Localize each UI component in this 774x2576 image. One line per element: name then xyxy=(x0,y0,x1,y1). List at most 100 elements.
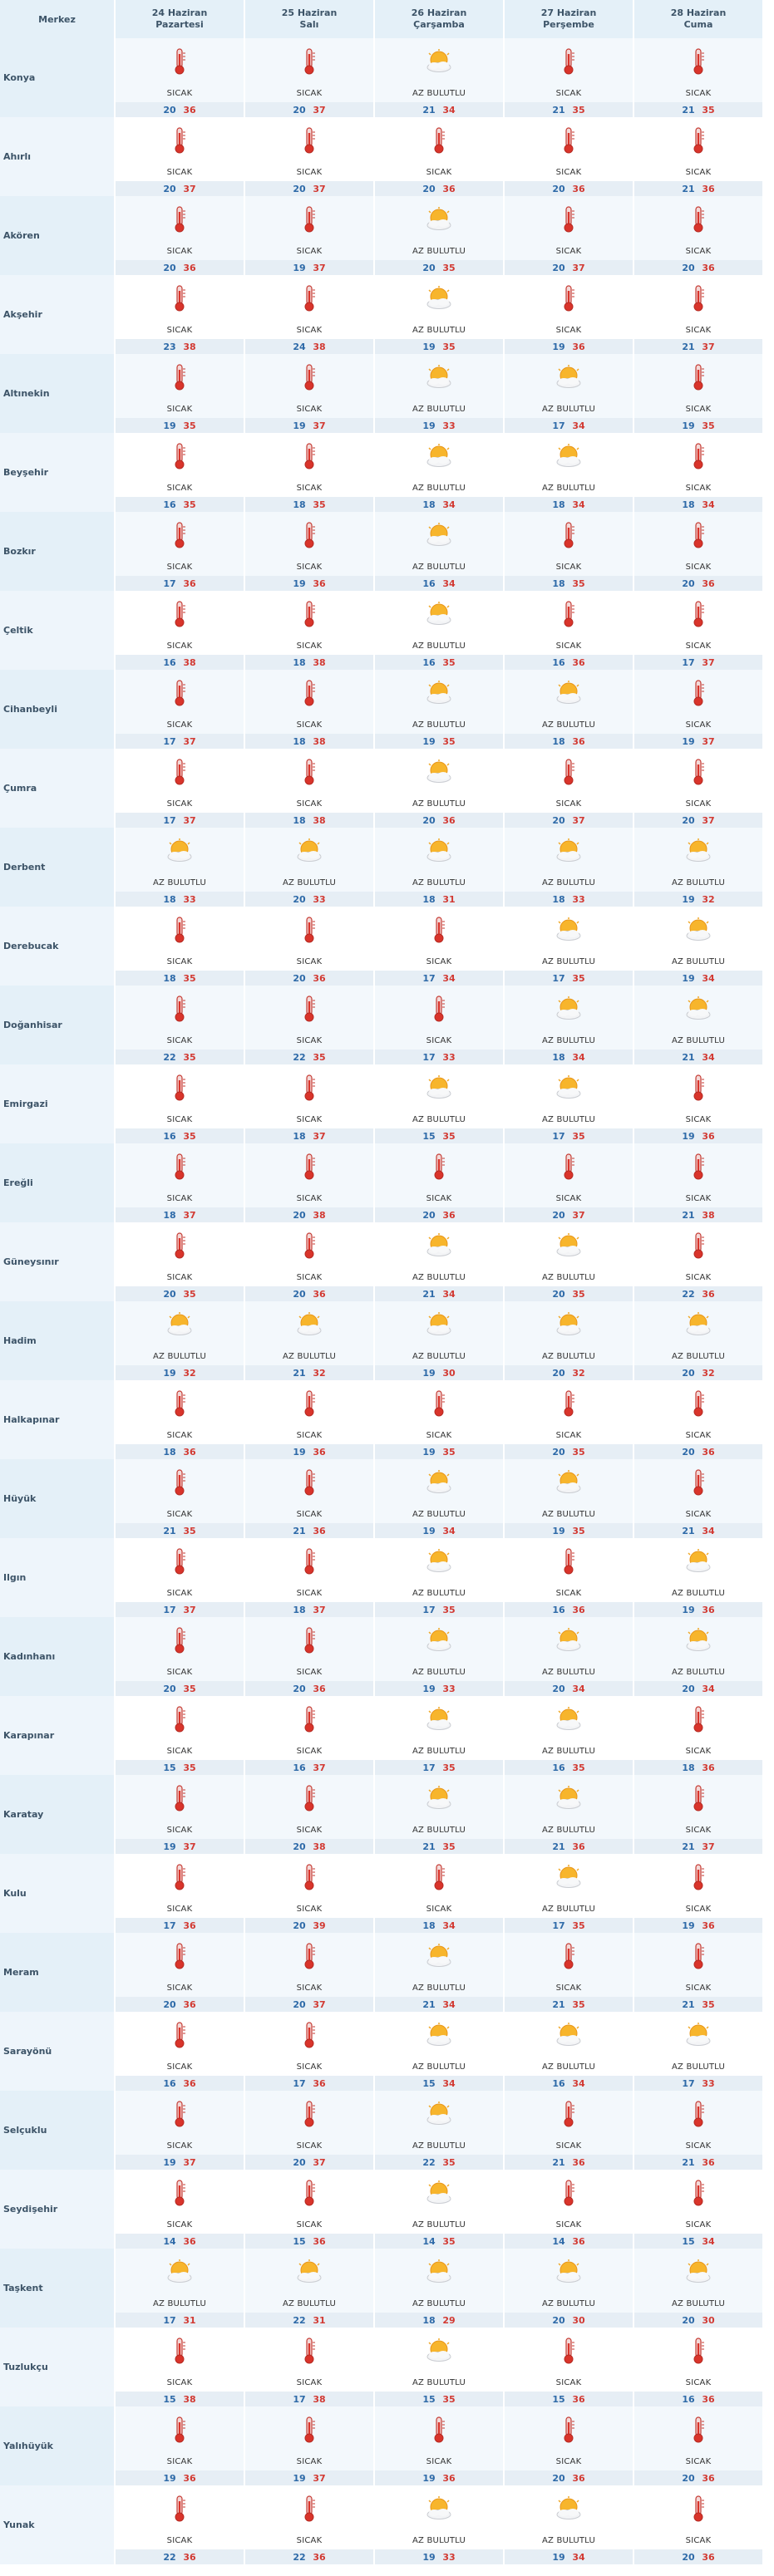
condition-label: SICAK xyxy=(505,795,633,813)
city-name: Hadim xyxy=(0,1301,114,1380)
temperature-range: 19 30 xyxy=(375,1365,503,1380)
thermometer-hot-icon xyxy=(560,2179,578,2207)
min-temperature: 15 xyxy=(682,2235,695,2247)
temperature-range: 17 36 xyxy=(116,576,244,591)
max-temperature: 34 xyxy=(442,2077,456,2089)
max-temperature: 35 xyxy=(442,2393,456,2405)
thermometer-hot-icon xyxy=(300,1547,318,1576)
partly-cloudy-sun-icon xyxy=(425,602,453,627)
forecast-cell: SICAK 20 37 xyxy=(503,1143,633,1222)
max-temperature: 34 xyxy=(702,499,715,510)
max-temperature: 36 xyxy=(702,183,715,194)
min-temperature: 17 xyxy=(422,1604,436,1615)
min-temperature: 19 xyxy=(293,420,306,431)
forecast-cell: SICAK 19 36 xyxy=(244,512,373,591)
forecast-cell: AZ BULUTLU 22 31 xyxy=(244,2249,373,2328)
forecast-cell: AZ BULUTLU 20 35 xyxy=(373,196,503,275)
header-day: 26 Haziran Çarşamba xyxy=(373,0,503,38)
condition-label: AZ BULUTLU xyxy=(375,2216,503,2234)
temperature-range: 19 36 xyxy=(634,1128,762,1143)
thermometer-hot-icon xyxy=(300,284,318,312)
condition-label: SICAK xyxy=(505,85,633,102)
condition-label: SICAK xyxy=(245,1190,373,1207)
forecast-cell: SICAK 20 37 xyxy=(244,1933,373,2012)
condition-label: SICAK xyxy=(116,322,244,339)
min-temperature: 17 xyxy=(682,2077,695,2089)
forecast-cell: SICAK 24 38 xyxy=(244,275,373,354)
max-temperature: 36 xyxy=(702,1762,715,1773)
temperature-range: 18 38 xyxy=(245,813,373,828)
temperature-range: 20 37 xyxy=(505,813,633,828)
condition-label: SICAK xyxy=(245,953,373,971)
forecast-cell: SICAK 19 37 xyxy=(114,1775,244,1854)
condition-label: SICAK xyxy=(116,1900,244,1918)
min-temperature: 19 xyxy=(163,420,176,431)
condition-label: AZ BULUTLU xyxy=(505,2295,633,2313)
forecast-cell: SICAK 19 37 xyxy=(244,2406,373,2485)
max-temperature: 33 xyxy=(313,893,326,905)
max-temperature: 29 xyxy=(442,2314,456,2326)
condition-label: SICAK xyxy=(634,1821,762,1839)
min-temperature: 18 xyxy=(163,1209,176,1221)
thermometer-hot-icon xyxy=(560,47,578,76)
max-temperature: 35 xyxy=(313,499,326,510)
header-merkez: Merkez xyxy=(0,0,114,38)
city-name: Akşehir xyxy=(0,275,114,354)
max-temperature: 35 xyxy=(442,262,456,273)
thermometer-hot-icon xyxy=(170,1468,189,1497)
forecast-cell: SICAK 20 38 xyxy=(244,1143,373,1222)
forecast-cell: SICAK 21 36 xyxy=(633,117,762,196)
thermometer-hot-icon xyxy=(689,1942,707,1970)
forecast-cell: AZ BULUTLU 20 30 xyxy=(633,2249,762,2328)
min-temperature: 20 xyxy=(682,814,695,826)
condition-label: AZ BULUTLU xyxy=(505,1032,633,1050)
min-temperature: 19 xyxy=(293,262,306,273)
forecast-cell: AZ BULUTLU 22 35 xyxy=(373,2091,503,2170)
thermometer-hot-icon xyxy=(300,2416,318,2444)
condition-label: AZ BULUTLU xyxy=(634,2295,762,2313)
forecast-cell: SICAK 20 36 xyxy=(114,1933,244,2012)
forecast-cell: SICAK 20 37 xyxy=(114,117,244,196)
table-row: Derebucak SICAK 18 35 SICAK 20 36 SICAK 17 34 AZ B… xyxy=(0,907,774,986)
min-temperature: 21 xyxy=(682,1051,695,1063)
thermometer-hot-icon xyxy=(170,2416,189,2444)
temperature-range: 17 35 xyxy=(375,1760,503,1775)
temperature-range: 19 36 xyxy=(245,1444,373,1459)
condition-label: SICAK xyxy=(505,1190,633,1207)
min-temperature: 16 xyxy=(422,656,436,668)
condition-label: SICAK xyxy=(505,1427,633,1444)
temperature-range: 19 37 xyxy=(116,1839,244,1854)
partly-cloudy-sun-icon xyxy=(555,917,583,942)
min-temperature: 15 xyxy=(163,1762,176,1773)
condition-label: AZ BULUTLU xyxy=(375,1743,503,1760)
city-name: Doğanhisar xyxy=(0,986,114,1064)
table-header: Merkez 24 Haziran Pazartesi 25 Haziran S… xyxy=(0,0,774,38)
partly-cloudy-sun-icon xyxy=(425,760,453,784)
min-temperature: 16 xyxy=(552,1762,565,1773)
condition-label: SICAK xyxy=(116,558,244,576)
max-temperature: 38 xyxy=(313,1209,326,1221)
thermometer-hot-icon xyxy=(300,442,318,470)
min-temperature: 20 xyxy=(552,262,565,273)
min-temperature: 19 xyxy=(682,893,695,905)
forecast-cell: SICAK 20 37 xyxy=(244,2091,373,2170)
min-temperature: 20 xyxy=(163,183,176,194)
temperature-range: 24 38 xyxy=(245,339,373,354)
temperature-range: 15 36 xyxy=(505,2392,633,2406)
min-temperature: 24 xyxy=(293,341,306,352)
min-temperature: 19 xyxy=(552,341,565,352)
temperature-range: 19 34 xyxy=(375,1523,503,1538)
max-temperature: 35 xyxy=(183,1762,196,1773)
temperature-range: 16 36 xyxy=(505,655,633,670)
min-temperature: 21 xyxy=(682,183,695,194)
forecast-cell: AZ BULUTLU 18 36 xyxy=(503,670,633,749)
partly-cloudy-sun-icon xyxy=(425,2023,453,2048)
temperature-range: 14 35 xyxy=(375,2234,503,2249)
condition-label: SICAK xyxy=(375,1427,503,1444)
partly-cloudy-sun-icon xyxy=(425,286,453,311)
forecast-cell: AZ BULUTLU 18 33 xyxy=(114,828,244,907)
condition-label: SICAK xyxy=(245,322,373,339)
table-row: Ilgın SICAK 17 37 SICAK 18 37 AZ BULUTLU 17 35 SIC… xyxy=(0,1538,774,1617)
temperature-range: 21 34 xyxy=(634,1050,762,1064)
min-temperature: 20 xyxy=(293,893,306,905)
